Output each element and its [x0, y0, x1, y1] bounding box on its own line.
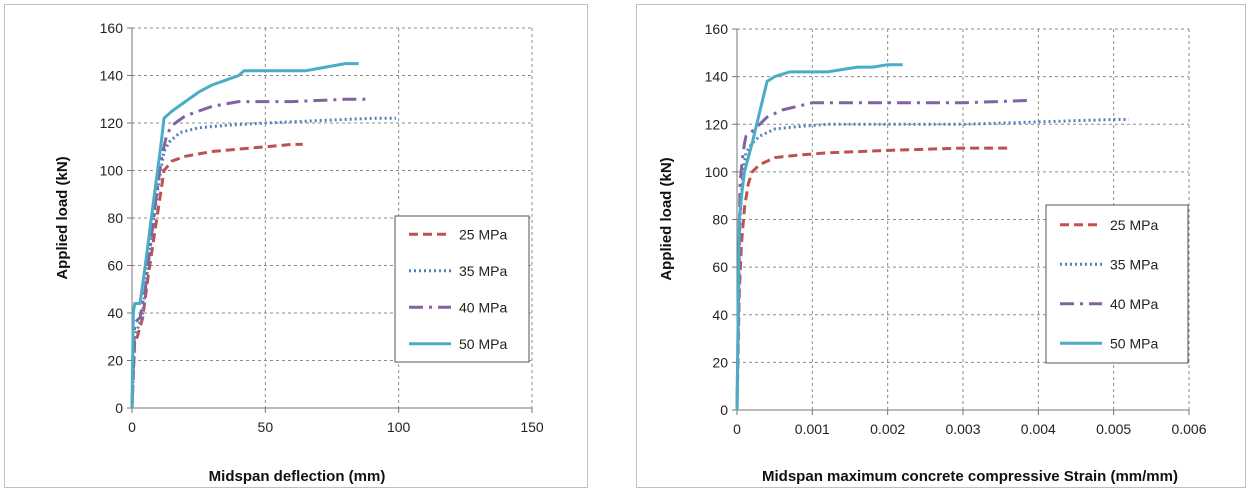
deflection-chart: 0 20 40 60 80 100 120 140 160 0 50 100 150 Midspan de…: [54, 20, 544, 485]
y-axis-label: Applied load (kN): [658, 157, 675, 280]
y-axis-label: Applied load (kN): [54, 156, 71, 279]
legend-label: 35 MPa: [1110, 256, 1158, 272]
x-tick-label: 100: [387, 419, 411, 435]
legend-label: 35 MPa: [459, 263, 507, 279]
y-tick-label: 120: [100, 115, 124, 131]
y-tick-label: 40: [107, 305, 123, 321]
x-tick-label: 0.003: [945, 421, 980, 437]
x-tick-label: 0.005: [1096, 421, 1131, 437]
y-tick-label: 20: [712, 354, 728, 370]
y-tick-label: 20: [107, 353, 123, 369]
chart-panel-left: 0 20 40 60 80 100 120 140 160 0 50 100 150 Midspan de…: [4, 4, 588, 488]
y-tick-label: 60: [712, 259, 728, 275]
chart-panel-right: 0 20 40 60 80 100 120 140 160 0 0.001 0.002 0.003 0.0…: [636, 4, 1246, 488]
y-tick-label: 140: [705, 69, 729, 85]
legend-label: 40 MPa: [1110, 296, 1158, 312]
x-axis-label: Midspan maximum concrete compressive Str…: [762, 468, 1178, 485]
series-line-50-mpa: [735, 63, 903, 411]
series-line-35-mpa: [735, 118, 1129, 411]
gridlines: [132, 27, 533, 408]
y-tick-label: 60: [107, 258, 123, 274]
y-tick-label: 120: [705, 116, 729, 132]
y-tick-label: 0: [720, 402, 728, 418]
x-tick-label: 150: [520, 419, 544, 435]
y-tick-label: 100: [100, 163, 124, 179]
legend-box: [1045, 204, 1189, 364]
x-tick-label: 0.001: [795, 421, 830, 437]
series-line-25-mpa: [130, 142, 303, 409]
legend: 25 MPa 35 MPa 40 MPa 50 MPa: [394, 215, 530, 363]
x-axis-label: Midspan deflection (mm): [209, 468, 386, 485]
x-tick-label: 0: [733, 421, 741, 437]
y-tick-label: 160: [100, 20, 124, 36]
y-tick-label: 80: [107, 210, 123, 226]
legend-label: 25 MPa: [459, 226, 507, 242]
x-tick-label: 0.004: [1021, 421, 1056, 437]
legend-box: [394, 215, 530, 363]
series-line-25-mpa: [735, 146, 1009, 411]
legend-label: 40 MPa: [459, 299, 507, 315]
y-tick-label: 100: [705, 164, 729, 180]
y-tick-label: 140: [100, 68, 124, 84]
legend-label: 50 MPa: [459, 336, 507, 352]
y-tick-label: 0: [115, 400, 123, 416]
x-tick-label: 0.002: [870, 421, 905, 437]
legend-label: 25 MPa: [1110, 217, 1158, 233]
strain-chart: 0 20 40 60 80 100 120 140 160 0 0.001 0.002 0.003 0.0…: [658, 21, 1207, 485]
legend: 25 MPa 35 MPa 40 MPa 50 MPa: [1045, 204, 1189, 364]
series-line-40-mpa: [735, 98, 1031, 411]
y-tick-label: 80: [712, 212, 728, 228]
series-line-50-mpa: [130, 62, 359, 409]
x-tick-label: 50: [258, 419, 274, 435]
legend-label: 50 MPa: [1110, 335, 1158, 351]
y-tick-label: 40: [712, 307, 728, 323]
x-tick-label: 0: [128, 419, 136, 435]
y-tick-label: 160: [705, 21, 729, 37]
x-tick-label: 0.006: [1171, 421, 1206, 437]
